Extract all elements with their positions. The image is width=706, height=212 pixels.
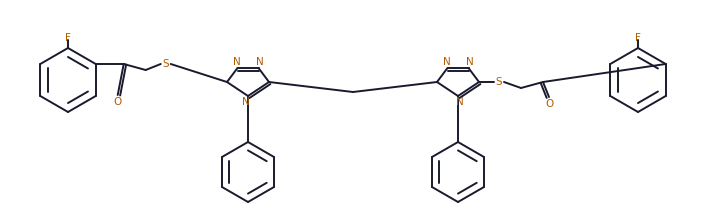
Text: S: S (496, 77, 502, 87)
Text: O: O (114, 97, 122, 107)
Text: N: N (443, 57, 450, 67)
Text: N: N (466, 57, 474, 67)
Text: F: F (65, 33, 71, 43)
Text: O: O (545, 99, 553, 109)
Text: N: N (232, 57, 240, 67)
Text: S: S (162, 59, 169, 69)
Text: N: N (456, 97, 464, 107)
Text: F: F (635, 33, 641, 43)
Text: N: N (242, 97, 250, 107)
Text: N: N (256, 57, 263, 67)
